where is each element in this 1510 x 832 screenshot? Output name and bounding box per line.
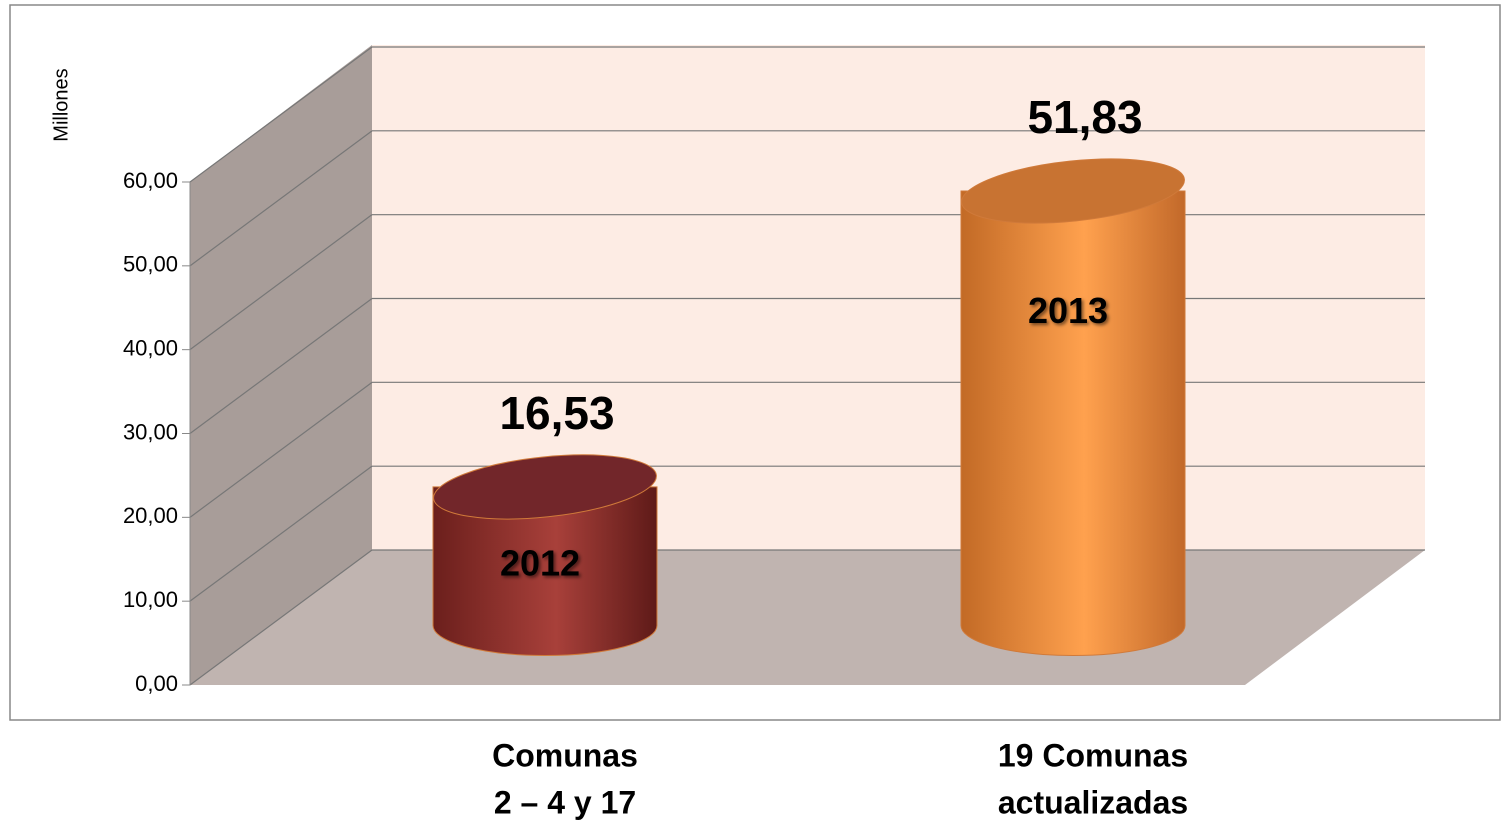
y-tick-label: 60,00 xyxy=(123,168,178,193)
value-label: 51,83 xyxy=(1027,91,1142,143)
y-tick-label: 30,00 xyxy=(123,419,178,444)
grid-line xyxy=(189,46,373,183)
cylinder-body xyxy=(432,486,658,656)
y-tick-label: 50,00 xyxy=(123,252,178,277)
x-tick-label: actualizadas xyxy=(998,784,1188,820)
bar-label: 2012 xyxy=(500,543,580,584)
x-tick-label: 2 – 4 y 17 xyxy=(494,784,636,820)
side-wall xyxy=(190,45,372,685)
grid-line xyxy=(189,465,373,602)
bar-label: 2013 xyxy=(1028,290,1108,331)
cylinder-top xyxy=(961,158,1185,224)
y-axis-label: Millones xyxy=(50,68,72,141)
x-tick-label: 19 Comunas xyxy=(998,737,1188,773)
grid-line xyxy=(189,298,373,434)
cylinder-top xyxy=(433,454,657,520)
y-tick-label: 20,00 xyxy=(123,503,178,528)
chart-border xyxy=(9,4,1501,721)
floor xyxy=(190,550,1425,685)
grid-line xyxy=(189,130,373,267)
cylinder-body xyxy=(960,190,1186,656)
value-label: 16,53 xyxy=(499,387,614,439)
grid-line xyxy=(189,381,373,518)
y-tick-label: 10,00 xyxy=(123,587,178,612)
x-tick-label: Comunas xyxy=(492,737,638,773)
y-tick-label: 40,00 xyxy=(123,335,178,360)
grid-line xyxy=(189,549,373,686)
y-tick-label: 0,00 xyxy=(135,671,178,696)
grid-line xyxy=(189,214,373,351)
